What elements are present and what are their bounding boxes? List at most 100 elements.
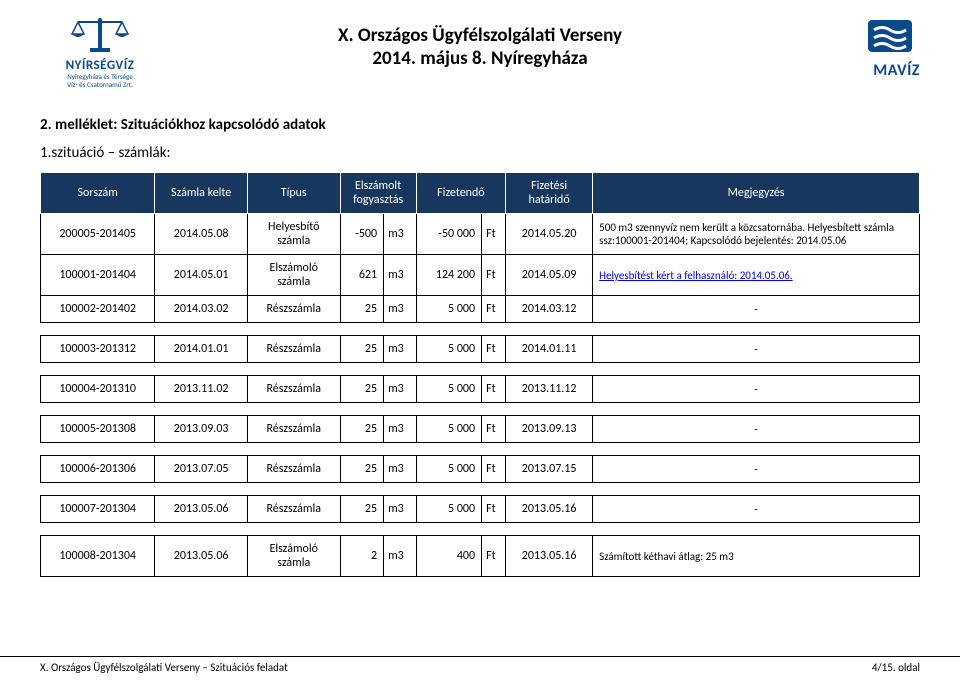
table-cell: m3 [384,496,417,523]
table-cell: 2 [340,536,384,577]
table-header: Megjegyzés [593,173,920,214]
table-cell: 124 200 [416,255,481,296]
table-cell: Részszámla [247,336,340,363]
table-row: 100001-2014042014.05.01Elszámolószámla62… [41,255,920,296]
table-cell: Ft [482,536,506,577]
page-footer: X. Országos Ügyfélszolgálati Verseny – S… [0,656,960,674]
table-row: 100003-2013122014.01.01Részszámla25m35 0… [41,336,920,363]
page-header: NYÍRSÉGVÍZ Nyíregyháza és Térsége Víz- é… [40,18,920,88]
table-cell: m3 [384,296,417,323]
table-spacer [41,363,920,376]
table-cell: 5 000 [416,456,481,483]
table-cell: Részszámla [247,296,340,323]
page-title-line1: X. Országos Ügyfélszolgálati Verseny [160,24,800,47]
table-cell: m3 [384,376,417,403]
table-cell: Részszámla [247,416,340,443]
table-header-row: SorszámSzámla kelteTípusElszámoltfogyasz… [41,173,920,214]
table-cell: 25 [340,296,384,323]
table-header: Típus [247,173,340,214]
table-cell: m3 [384,214,417,255]
table-cell: 25 [340,456,384,483]
right-logo: MAVÍZ [800,18,920,80]
table-row: 100007-2013042013.05.06Részszámla25m35 0… [41,496,920,523]
table-header: Számla kelte [155,173,248,214]
table-spacer [41,403,920,416]
table-cell: 400 [416,536,481,577]
table-cell: Ft [482,456,506,483]
table-cell: 2013.05.16 [506,536,593,577]
footer-right: 4/15. oldal [872,661,920,674]
table-cell: Elszámolószámla [247,255,340,296]
table-cell: 2014.05.08 [155,214,248,255]
table-cell: m3 [384,536,417,577]
table-row: 100005-2013082013.09.03Részszámla25m35 0… [41,416,920,443]
table-cell: Ft [482,416,506,443]
table-cell: 2013.09.03 [155,416,248,443]
table-cell: 500 m3 szennyvíz nem került a közcsatorn… [593,214,920,255]
scales-icon [70,18,130,56]
table-cell: - [593,416,920,443]
table-spacer [41,523,920,536]
table-row: 100002-2014022014.03.02Részszámla25m35 0… [41,296,920,323]
table-row: 100006-2013062013.07.05Részszámla25m35 0… [41,456,920,483]
table-header: Fizetendő [416,173,505,214]
table-cell: 100001-201404 [41,255,155,296]
table-spacer [41,483,920,496]
table-cell: 25 [340,496,384,523]
table-cell: m3 [384,456,417,483]
table-cell: 2013.09.13 [506,416,593,443]
table-cell: Ft [482,336,506,363]
left-logo-brand: NYÍRSÉGVÍZ [40,58,160,73]
table-cell: Ft [482,255,506,296]
attachment-title: 2. melléklet: Szituációkhoz kapcsolódó a… [40,116,920,134]
footer-left: X. Országos Ügyfélszolgálati Verseny – S… [40,661,288,674]
table-cell: - [593,496,920,523]
table-cell: Ft [482,496,506,523]
table-cell: -50 000 [416,214,481,255]
table-cell: 621 [340,255,384,296]
table-row: 200005-2014052014.05.08Helyesbítőszámla-… [41,214,920,255]
table-cell: - [593,336,920,363]
table-cell: Elszámolószámla [247,536,340,577]
table-cell: Helyesbítést kért a felhasználó: 2014.05… [593,255,920,296]
table-cell: 100005-201308 [41,416,155,443]
table-cell: 5 000 [416,496,481,523]
table-cell: 200005-201405 [41,214,155,255]
table-cell: Részszámla [247,376,340,403]
table-cell: 100006-201306 [41,456,155,483]
table-cell: - [593,456,920,483]
table-cell: 100007-201304 [41,496,155,523]
table-cell: 25 [340,416,384,443]
invoice-table: SorszámSzámla kelteTípusElszámoltfogyasz… [40,172,920,577]
right-logo-brand: MAVÍZ [800,61,920,80]
table-cell: 2013.07.15 [506,456,593,483]
table-cell: 5 000 [416,416,481,443]
table-cell: 25 [340,376,384,403]
table-cell: m3 [384,336,417,363]
left-logo: NYÍRSÉGVÍZ Nyíregyháza és Térsége Víz- é… [40,18,160,88]
table-cell: 2013.05.06 [155,536,248,577]
table-cell: 2013.11.12 [506,376,593,403]
table-spacer [41,323,920,336]
table-cell: 2014.01.11 [506,336,593,363]
table-cell: 100002-201402 [41,296,155,323]
table-row: 100008-2013042013.05.06Elszámolószámla2m… [41,536,920,577]
table-cell: Helyesbítőszámla [247,214,340,255]
table-cell: 2014.05.01 [155,255,248,296]
page-title-line2: 2014. május 8. Nyíregyháza [160,47,800,70]
table-cell: -500 [340,214,384,255]
table-cell: Ft [482,296,506,323]
table-cell: Ft [482,376,506,403]
table-cell: 2014.03.12 [506,296,593,323]
table-cell: 2013.11.02 [155,376,248,403]
table-spacer [41,443,920,456]
table-cell: m3 [384,255,417,296]
table-cell: 100008-201304 [41,536,155,577]
table-header: Sorszám [41,173,155,214]
table-cell: Ft [482,214,506,255]
table-cell: - [593,376,920,403]
table-cell: Számított kéthavi átlag: 25 m3 [593,536,920,577]
table-cell: 2014.05.09 [506,255,593,296]
left-logo-sub2: Víz- és Csatornamű Zrt. [40,81,160,89]
table-cell: Részszámla [247,456,340,483]
